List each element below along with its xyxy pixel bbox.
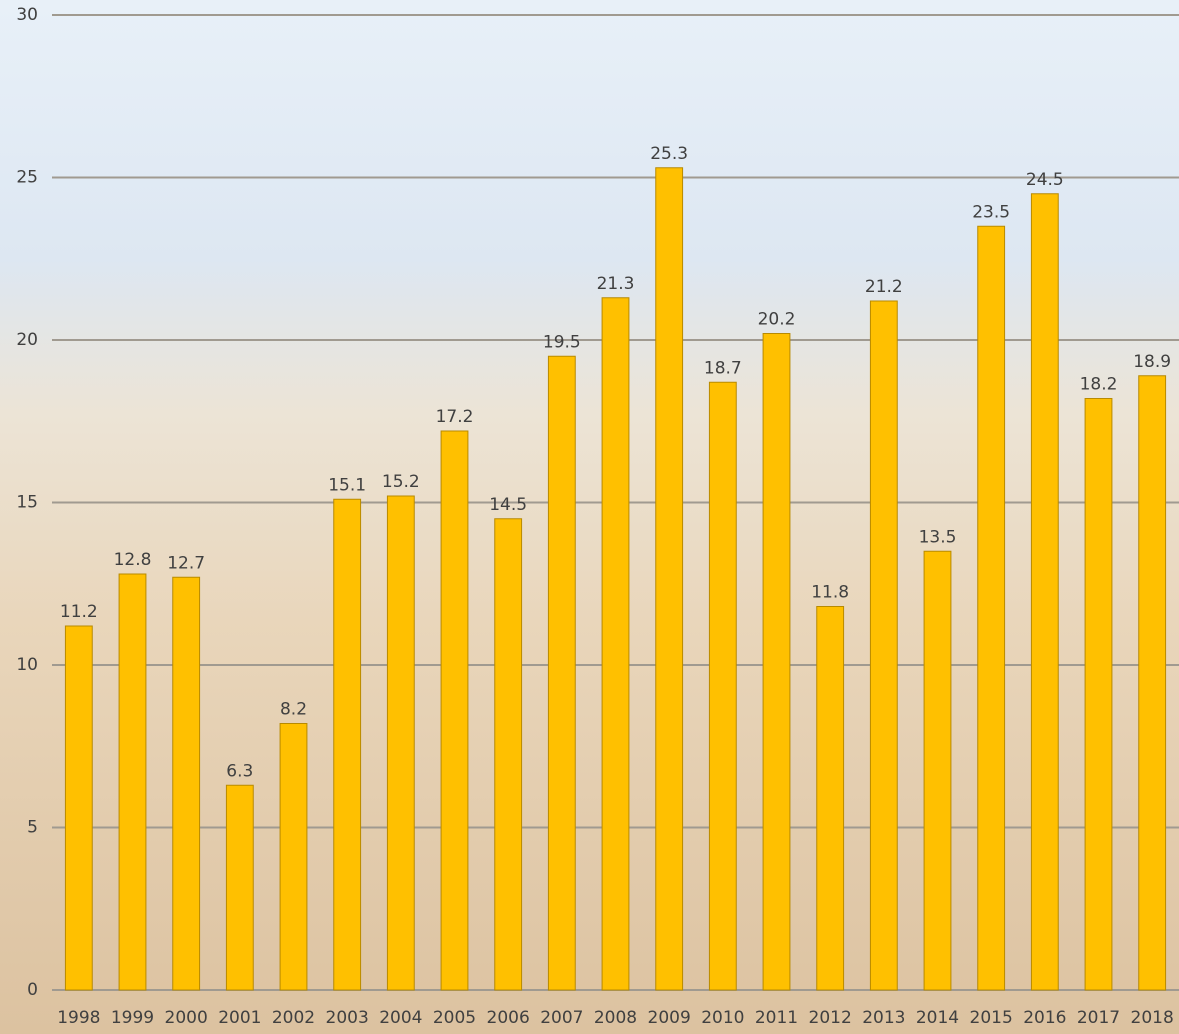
- bar: [1138, 375, 1167, 991]
- data-label: 18.9: [1133, 352, 1171, 372]
- data-label: 11.2: [60, 602, 98, 622]
- bar: [762, 333, 791, 991]
- bar: [494, 518, 523, 991]
- data-label: 21.3: [597, 274, 635, 294]
- bar: [279, 723, 308, 991]
- x-tick-label: 2011: [755, 1008, 798, 1028]
- bar: [225, 784, 254, 991]
- x-tick-label: 2017: [1077, 1008, 1120, 1028]
- data-label: 12.8: [114, 550, 152, 570]
- x-tick-label: 2000: [165, 1008, 208, 1028]
- data-label: 18.7: [704, 358, 742, 378]
- bar: [923, 550, 952, 991]
- x-tick-label: 1998: [57, 1008, 100, 1028]
- x-tick-label: 2002: [272, 1008, 315, 1028]
- bar: [1084, 398, 1113, 991]
- x-tick-label: 2003: [326, 1008, 369, 1028]
- bar: [172, 576, 201, 991]
- x-tick-label: 2008: [594, 1008, 637, 1028]
- x-tick-label: 2010: [701, 1008, 744, 1028]
- y-tick-label: 0: [27, 980, 38, 1000]
- x-tick-label: 2001: [218, 1008, 261, 1028]
- x-tick-label: 2015: [970, 1008, 1013, 1028]
- data-label: 20.2: [758, 310, 796, 330]
- bar: [708, 381, 737, 991]
- y-tick-label: 15: [16, 493, 38, 513]
- x-tick-label: 2012: [809, 1008, 852, 1028]
- data-label: 24.5: [1026, 170, 1064, 190]
- x-tick-label: 2009: [648, 1008, 691, 1028]
- x-tick-label: 1999: [111, 1008, 154, 1028]
- bar: [816, 606, 845, 991]
- y-tick-label: 5: [27, 818, 38, 838]
- bar: [333, 498, 362, 991]
- bar: [386, 495, 415, 991]
- x-tick-label: 2018: [1131, 1008, 1174, 1028]
- bar: [1030, 193, 1059, 991]
- data-label: 13.5: [919, 527, 957, 547]
- bar: [547, 355, 576, 991]
- data-label: 8.2: [280, 700, 307, 720]
- data-label: 11.8: [811, 583, 849, 603]
- data-label: 14.5: [489, 495, 527, 515]
- x-tick-label: 2004: [379, 1008, 422, 1028]
- data-label: 18.2: [1080, 375, 1118, 395]
- data-label: 15.2: [382, 472, 420, 492]
- bar: [869, 300, 898, 991]
- x-tick-label: 2016: [1023, 1008, 1066, 1028]
- bar: [655, 167, 684, 991]
- data-label: 25.3: [650, 144, 688, 164]
- y-tick-label: 30: [16, 5, 38, 25]
- data-label: 19.5: [543, 332, 581, 352]
- x-tick-label: 2007: [540, 1008, 583, 1028]
- data-label: 21.2: [865, 277, 903, 297]
- bar: [977, 225, 1006, 991]
- bar: [118, 573, 147, 991]
- x-tick-label: 2014: [916, 1008, 959, 1028]
- data-label: 12.7: [167, 553, 205, 573]
- bar: [601, 297, 630, 991]
- bar: [440, 430, 469, 991]
- y-tick-label: 10: [16, 655, 38, 675]
- y-tick-label: 25: [16, 168, 38, 188]
- bar: [64, 625, 93, 991]
- y-tick-label: 20: [16, 330, 38, 350]
- data-label: 23.5: [972, 202, 1010, 222]
- data-label: 15.1: [328, 475, 366, 495]
- data-label: 6.3: [226, 761, 253, 781]
- data-label: 17.2: [436, 407, 474, 427]
- x-tick-label: 2013: [862, 1008, 905, 1028]
- x-tick-label: 2006: [487, 1008, 530, 1028]
- x-tick-label: 2005: [433, 1008, 476, 1028]
